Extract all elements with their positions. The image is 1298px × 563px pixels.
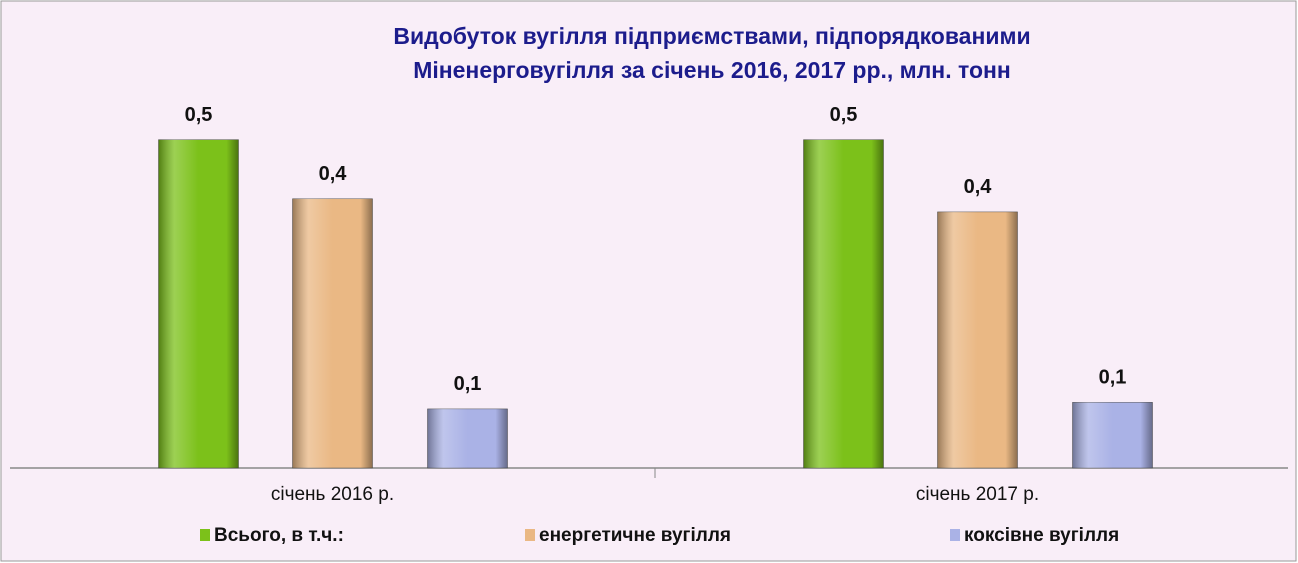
legend-swatch <box>950 529 960 541</box>
chart-subtitle: Міненерговугілля за січень 2016, 2017 рр… <box>413 57 1011 83</box>
data-label: 0,4 <box>319 163 348 185</box>
data-label: 0,4 <box>964 176 993 198</box>
bar <box>427 408 508 469</box>
chart-title: Видобуток вугілля підприємствами, підпор… <box>393 23 1030 49</box>
bar <box>158 139 239 469</box>
data-label: 0,1 <box>1099 367 1127 389</box>
bar <box>937 211 1018 469</box>
legend-swatch <box>200 529 210 541</box>
bar <box>803 139 884 469</box>
legend-label: енергетичне вугілля <box>539 525 731 546</box>
data-label: 0,1 <box>454 373 482 395</box>
bar <box>1072 402 1153 469</box>
bar <box>292 198 373 469</box>
legend-label: Всього, в т.ч.: <box>214 525 344 546</box>
x-tick-label: січень 2016 р. <box>271 484 394 505</box>
x-tick-label: січень 2017 р. <box>916 484 1039 505</box>
data-label: 0,5 <box>185 104 213 126</box>
legend-swatch <box>525 529 535 541</box>
legend-label: коксівне вугілля <box>964 525 1119 546</box>
data-label: 0,5 <box>830 104 858 126</box>
